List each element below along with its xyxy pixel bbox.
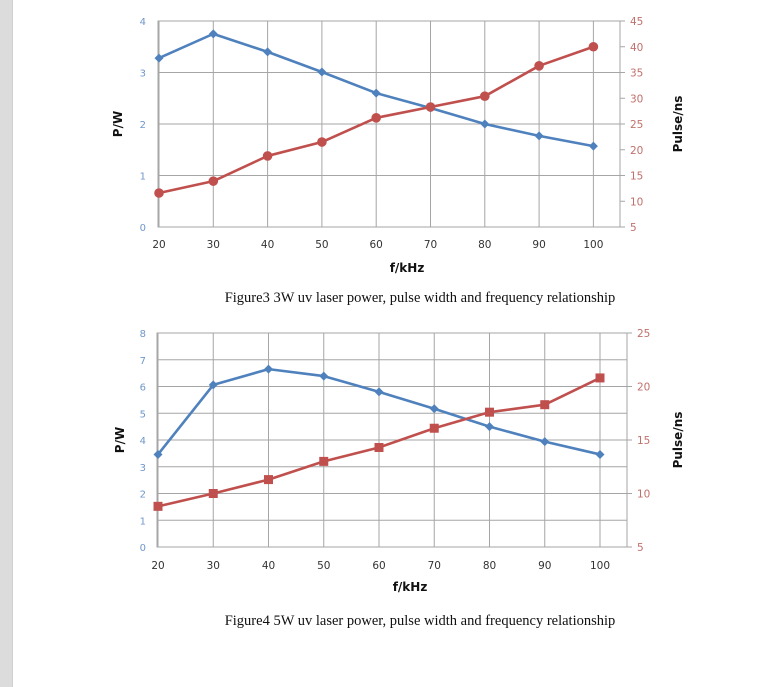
- x-tick-label: 20: [151, 560, 164, 572]
- data-point-power: [374, 387, 384, 397]
- y-tick-label: 5: [140, 409, 146, 420]
- chart-figure-3: 0 1 2 3 4 20 30 40 50 60 70 80 90 100 5 10 15 20 25 30 35 40 4…: [111, 16, 685, 275]
- data-point-power: [153, 449, 163, 459]
- y2-tick-label: 15: [630, 171, 643, 183]
- y2-tick-label: 25: [637, 328, 650, 340]
- y-tick-label: 2: [140, 490, 146, 501]
- y2-axis-title: Pulse/ns: [671, 412, 685, 469]
- data-point-power: [595, 449, 605, 459]
- y2-tick-label: 35: [630, 68, 643, 80]
- y-tick-label: 3: [140, 463, 146, 474]
- data-point-power: [588, 141, 598, 151]
- y2-tick-label: 15: [637, 435, 650, 447]
- x-tick-label: 50: [317, 560, 330, 572]
- data-point-pulse: [540, 400, 550, 410]
- data-point-pulse: [371, 113, 382, 123]
- y2-tick-label: 20: [630, 145, 643, 157]
- x-axis-title: f/kHz: [393, 580, 428, 594]
- data-point-pulse: [429, 423, 439, 433]
- data-point-pulse: [319, 456, 329, 466]
- data-point-pulse: [480, 91, 490, 101]
- data-point-power: [485, 422, 494, 432]
- data-point-pulse: [534, 61, 544, 71]
- figure-4-caption: Figure4 5W uv laser power, pulse width a…: [224, 613, 616, 629]
- y2-tick-label: 10: [630, 196, 643, 208]
- x-tick-label: 80: [478, 239, 491, 251]
- x-tick-label: 100: [590, 560, 610, 572]
- y-tick-label: 2: [140, 120, 146, 131]
- data-point-power: [540, 437, 550, 447]
- x-tick-label: 80: [483, 560, 496, 572]
- data-point-power: [480, 119, 490, 129]
- x-axis-title: f/kHz: [390, 261, 425, 275]
- x-tick-label: 70: [428, 560, 441, 572]
- y-tick-label: 0: [140, 543, 146, 554]
- data-point-power: [371, 88, 381, 98]
- x-tick-label: 20: [152, 239, 165, 251]
- y2-tick-label: 10: [637, 489, 650, 501]
- data-point-pulse: [264, 475, 273, 485]
- y-axis-title: P/W: [111, 111, 125, 137]
- y-tick-label: 7: [140, 356, 146, 367]
- data-point-power: [429, 404, 439, 414]
- data-point-pulse: [374, 442, 384, 452]
- data-point-pulse: [154, 188, 164, 198]
- y2-tick-label: 5: [637, 542, 644, 554]
- data-point-power: [534, 131, 544, 141]
- y2-axis-title: Pulse/ns: [671, 96, 685, 153]
- y-tick-label: 8: [140, 329, 146, 340]
- data-point-pulse: [588, 41, 599, 52]
- data-point-power: [208, 380, 218, 390]
- x-tick-label: 30: [207, 560, 220, 572]
- figure-4: 0 1 2 3 4 5 6 7 8 20 30 40 50 60 70 80 90 100 5 10 15 20 25 f/k…: [0, 320, 764, 610]
- x-tick-label: 50: [315, 239, 328, 251]
- page-margin-strip: [0, 0, 13, 687]
- x-tick-label: 90: [538, 560, 551, 572]
- data-point-power: [317, 67, 327, 77]
- y-tick-label: 6: [140, 383, 146, 394]
- y-tick-label: 1: [140, 516, 146, 527]
- x-tick-label: 40: [261, 239, 274, 251]
- y-tick-label: 0: [140, 223, 146, 234]
- data-point-power: [319, 371, 329, 381]
- y2-tick-label: 30: [630, 93, 643, 105]
- data-point-pulse: [317, 137, 327, 147]
- data-point-power: [264, 364, 273, 374]
- x-tick-label: 90: [532, 239, 545, 251]
- data-point-pulse: [153, 501, 163, 511]
- y-axis-title: P/W: [113, 427, 127, 453]
- figure-3-caption: Figure3 3W uv laser power, pulse width a…: [224, 290, 616, 306]
- y-tick-label: 4: [140, 436, 146, 447]
- x-tick-label: 70: [424, 239, 437, 251]
- x-tick-label: 60: [372, 560, 385, 572]
- data-point-pulse: [425, 102, 436, 112]
- data-point-power: [263, 47, 273, 57]
- y2-tick-label: 45: [630, 16, 643, 28]
- data-point-power: [154, 53, 164, 63]
- x-tick-label: 30: [207, 239, 220, 251]
- y2-tick-label: 40: [630, 42, 643, 54]
- x-tick-label: 100: [583, 239, 603, 251]
- chart-figure-4: 0 1 2 3 4 5 6 7 8 20 30 40 50 60 70 80 90 100 5 10 15 20 25 f/k…: [113, 328, 685, 594]
- data-point-pulse: [208, 489, 218, 498]
- data-point-pulse: [485, 407, 494, 417]
- y2-tick-label: 5: [630, 222, 637, 234]
- y-tick-label: 1: [140, 172, 146, 183]
- y2-tick-label: 20: [637, 382, 650, 394]
- data-point-pulse: [595, 373, 605, 383]
- x-tick-label: 60: [370, 239, 383, 251]
- data-point-pulse: [262, 151, 273, 161]
- y-tick-label: 4: [140, 17, 146, 28]
- figure-3: 0 1 2 3 4 20 30 40 50 60 70 80 90 100 5 10 15 20 25 30 35 40 4…: [0, 0, 764, 280]
- data-point-pulse: [208, 176, 219, 186]
- y-tick-label: 3: [140, 69, 146, 80]
- data-point-power: [208, 29, 218, 39]
- y2-tick-label: 25: [630, 119, 643, 131]
- x-tick-label: 40: [262, 560, 275, 572]
